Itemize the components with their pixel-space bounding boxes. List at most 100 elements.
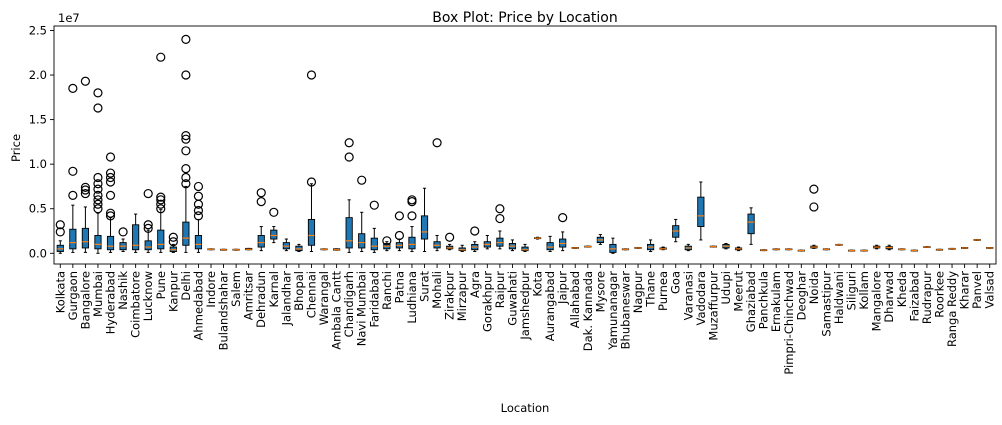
x-tick-label: Goa: [669, 271, 683, 294]
box-group: [647, 239, 655, 253]
flier-point: [809, 202, 819, 212]
box-body: [81, 227, 89, 249]
box-group: [333, 248, 341, 251]
x-tick-label: Meerut: [732, 271, 746, 312]
box-group: [885, 244, 893, 251]
box-group: [432, 138, 442, 252]
x-tick-label: Warangal: [317, 271, 331, 325]
y-tick-label: 2.5: [29, 23, 47, 37]
x-tick-label: Ranga Reddy: [945, 271, 959, 347]
x-tick-label: Ranchi: [380, 271, 394, 310]
y-axis: 0.0 0.5 1.0 1.5 2.0 2.5: [29, 23, 54, 260]
x-tick-label: Roorkee: [932, 271, 946, 318]
x-tick-label: Mangalore: [870, 271, 884, 331]
flier-point: [143, 188, 153, 199]
x-tick-label: Coimbatore: [129, 271, 143, 338]
x-tick-label: Purnea: [656, 271, 670, 311]
x-tick-label: Udupi: [719, 271, 733, 305]
box-group: [68, 83, 78, 253]
flier-point: [143, 220, 153, 230]
box-group: [132, 213, 140, 253]
x-tick-label: Kota: [531, 271, 545, 297]
flier-point: [105, 211, 116, 221]
box-group: [935, 248, 944, 251]
box-body: [144, 240, 152, 251]
x-tick-label: Bulandshahar: [217, 271, 231, 351]
x-tick-label: Agra: [468, 271, 482, 298]
box-group: [910, 249, 918, 252]
x-tick-label: Mohali: [430, 271, 444, 309]
x-tick-label: Dak. Kannada: [581, 271, 595, 351]
flier-point: [558, 213, 568, 223]
box-group: [571, 247, 579, 249]
box-body: [270, 229, 278, 240]
box-group: [168, 232, 178, 253]
flier-point: [394, 230, 404, 241]
flier-point: [80, 182, 91, 192]
flier-point: [181, 172, 191, 183]
box-group: [546, 235, 554, 253]
box-body: [307, 218, 316, 246]
x-tick-label: Varanasi: [681, 271, 695, 320]
box-group: [470, 226, 480, 253]
flier-point: [168, 232, 178, 242]
x-tick-label: Jamshedpur: [518, 271, 532, 341]
box-group: [923, 246, 931, 249]
x-tick-label: Patna: [392, 271, 406, 303]
box-group: [369, 200, 379, 253]
x-tick-label: Amritsar: [242, 271, 256, 321]
box-group: [986, 247, 994, 249]
x-tick-label: Zirakpur: [443, 271, 457, 320]
box-group: [495, 204, 505, 250]
x-tick-label: Ludhiana: [405, 271, 419, 324]
x-tick-label: Noida: [807, 271, 821, 304]
box-group: [609, 237, 617, 254]
box-group: [295, 243, 303, 253]
flier-point: [445, 232, 455, 242]
flier-point: [156, 52, 166, 62]
x-tick-label: Yamunanagar: [606, 271, 620, 351]
x-tick-label: Ahmedabad: [191, 271, 205, 340]
x-tick-label: Indore: [204, 271, 218, 308]
flier-point: [470, 226, 480, 236]
box-body: [257, 235, 265, 248]
box-group: [747, 207, 755, 245]
x-axis: KolkataGurgaonBangaloreMumbaiHyderabadNa…: [53, 264, 997, 375]
x-tick-label: Kheda: [895, 271, 909, 307]
flier-point: [344, 138, 354, 148]
box-group: [245, 247, 253, 251]
box-group: [193, 181, 204, 253]
flier-point: [93, 199, 103, 209]
flier-point: [156, 192, 166, 202]
x-tick-label: Salem: [229, 271, 243, 307]
box-group: [306, 70, 317, 253]
flier-point: [193, 205, 204, 216]
box-body: [370, 237, 378, 251]
flier-point: [181, 70, 191, 80]
flier-point: [181, 134, 191, 144]
flier-point: [382, 236, 392, 246]
y-tick-label: 1.0: [29, 157, 47, 171]
y-tick-label: 0.5: [29, 202, 47, 216]
box-group: [143, 188, 153, 253]
x-tick-label: Haldwani: [832, 271, 846, 324]
x-tick-label: Faridabad: [367, 271, 381, 328]
x-tick-label: Panchkula: [757, 271, 771, 329]
x-tick-label: Surat: [418, 271, 432, 302]
box-group: [558, 213, 568, 252]
flier-point: [193, 181, 204, 192]
x-tick-label: Faizabad: [907, 271, 921, 322]
flier-point: [93, 179, 103, 189]
box-body: [106, 235, 115, 251]
flier-point: [407, 195, 417, 205]
x-tick-label: Dharwad: [882, 271, 896, 323]
x-tick-label: Hyderabad: [104, 271, 118, 334]
flier-point: [181, 34, 191, 44]
box-group: [734, 246, 743, 252]
flier-point: [357, 175, 367, 185]
box-group: [621, 248, 630, 251]
box-body: [132, 224, 140, 251]
x-tick-label: Pune: [154, 271, 168, 299]
flier-point: [156, 204, 166, 214]
x-tick-label: Gurgaon: [66, 271, 80, 320]
